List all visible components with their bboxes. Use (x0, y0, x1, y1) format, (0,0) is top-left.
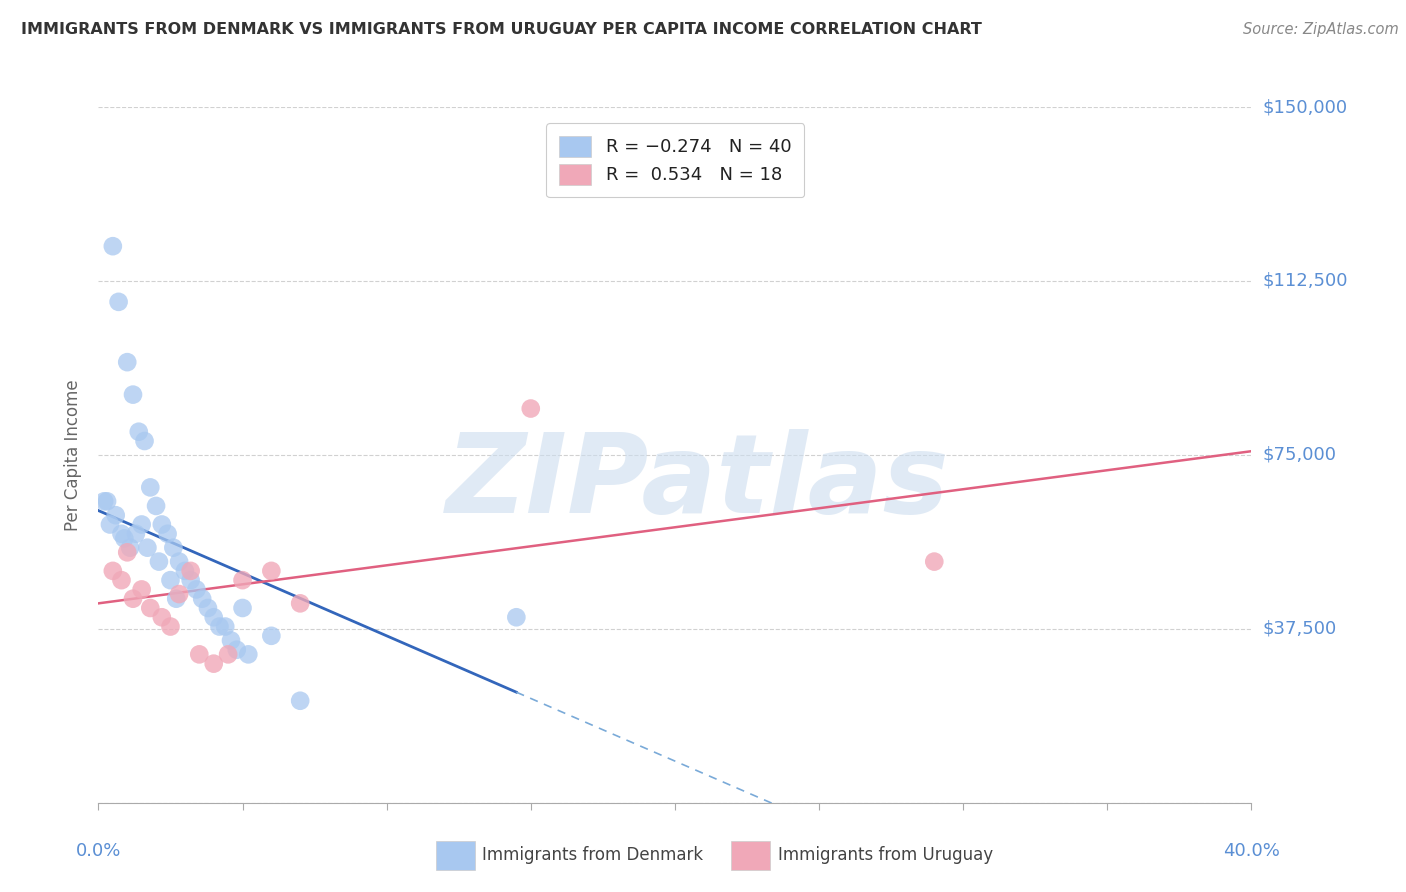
Point (922, 555, 945, 569)
Point (162, 541, 184, 555)
Point (505, 610, 527, 624)
Point (136, 541, 159, 555)
Point (145, 499, 167, 513)
Point (101, 564, 124, 578)
Text: $112,500: $112,500 (1263, 272, 1348, 290)
Point (110, 573, 132, 587)
Text: $150,000: $150,000 (1263, 98, 1347, 116)
Point (96, 494, 118, 508)
Text: Immigrants from Denmark: Immigrants from Denmark (482, 847, 703, 864)
Text: 0.0%: 0.0% (76, 842, 121, 860)
Point (231, 573, 254, 587)
Point (225, 642, 247, 657)
Point (159, 573, 181, 587)
Point (117, 355, 138, 369)
Point (101, 239, 124, 253)
Text: IMMIGRANTS FROM DENMARK VS IMMIGRANTS FROM URUGUAY PER CAPITA INCOME CORRELATION: IMMIGRANTS FROM DENMARK VS IMMIGRANTS FR… (21, 22, 981, 37)
Point (98, 517, 121, 532)
Point (159, 619, 181, 633)
Point (131, 582, 153, 597)
Point (93, 494, 115, 508)
Point (139, 601, 162, 615)
Point (112, 532, 135, 546)
Point (520, 401, 543, 416)
Point (165, 591, 187, 606)
Point (148, 555, 170, 569)
Point (231, 601, 254, 615)
Point (174, 564, 197, 578)
Text: Immigrants from Uruguay: Immigrants from Uruguay (778, 847, 993, 864)
Point (208, 619, 231, 633)
Point (202, 610, 225, 624)
Point (197, 601, 219, 615)
Text: $75,000: $75,000 (1263, 446, 1337, 464)
Point (125, 526, 148, 541)
Point (191, 591, 214, 606)
Point (188, 648, 211, 662)
Point (238, 648, 260, 662)
Point (167, 555, 190, 569)
Point (180, 573, 202, 587)
Text: Source: ZipAtlas.com: Source: ZipAtlas.com (1243, 22, 1399, 37)
Point (122, 387, 145, 401)
Point (134, 434, 156, 448)
Point (117, 545, 138, 559)
Point (290, 694, 312, 708)
Point (128, 425, 150, 439)
Point (120, 541, 142, 555)
Point (110, 526, 132, 541)
Point (260, 629, 283, 643)
Text: $37,500: $37,500 (1263, 620, 1337, 638)
Point (107, 294, 129, 309)
Point (150, 517, 173, 532)
Point (139, 480, 162, 494)
Point (202, 657, 225, 671)
Point (104, 508, 127, 523)
Y-axis label: Per Capita Income: Per Capita Income (65, 379, 83, 531)
Point (150, 610, 173, 624)
Point (186, 582, 208, 597)
Point (122, 591, 145, 606)
Point (167, 587, 190, 601)
Text: 40.0%: 40.0% (1223, 842, 1279, 860)
Text: ZIPatlas: ZIPatlas (446, 429, 950, 536)
Point (156, 526, 179, 541)
Legend: R = −0.274   N = 40, R =  0.534   N = 18: R = −0.274 N = 40, R = 0.534 N = 18 (547, 123, 804, 197)
Point (260, 564, 283, 578)
Point (214, 619, 236, 633)
Point (217, 648, 239, 662)
Point (131, 517, 153, 532)
Point (290, 596, 312, 610)
Point (219, 633, 242, 648)
Point (180, 564, 202, 578)
